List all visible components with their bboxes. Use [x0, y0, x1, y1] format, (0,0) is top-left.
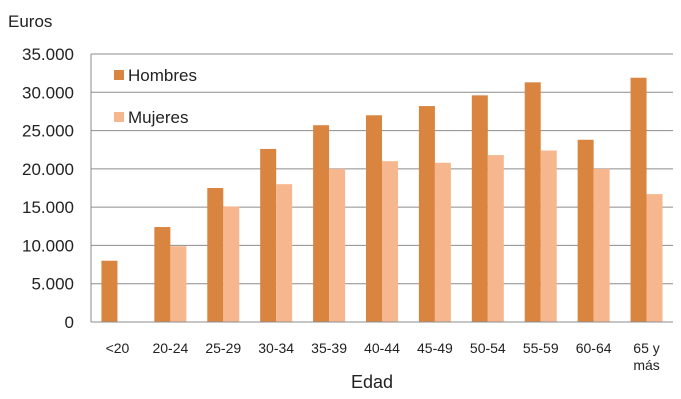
bar-mujeres	[382, 161, 398, 322]
x-tick-label: 20-24	[152, 340, 188, 356]
bar-hombres	[418, 106, 435, 322]
x-tick-label: más	[633, 357, 659, 373]
y-tick-labels: 0 5.000 10.000 15.000 20.000 25.000 30.000 35.0…	[22, 45, 74, 332]
axes	[90, 54, 673, 323]
legend-label: Mujeres	[128, 108, 188, 127]
y-tick-label: 0	[65, 313, 74, 332]
x-tick-label: 25-29	[205, 340, 241, 356]
bar-mujeres	[487, 155, 504, 322]
bar-mujeres	[329, 168, 346, 322]
y-tick-label: 5.000	[31, 275, 74, 294]
bar-mujeres	[593, 168, 610, 322]
x-tick-label: 30-34	[258, 340, 294, 356]
bar-mujeres	[434, 162, 451, 322]
x-tick-label: 35-39	[311, 340, 347, 356]
bar-hombres	[630, 77, 647, 322]
bar-hombres	[366, 115, 382, 322]
x-tick-label: 45-49	[417, 340, 453, 356]
x-tick-label: 50-54	[470, 340, 506, 356]
bar-mujeres	[276, 184, 293, 322]
bars	[101, 77, 663, 323]
bar-mujeres	[170, 246, 187, 322]
legend-swatch	[114, 70, 124, 80]
bar-hombres	[313, 125, 330, 322]
legend-swatch	[114, 112, 124, 122]
y-tick-label: 15.000	[22, 198, 74, 217]
x-tick-label: 65 y	[633, 340, 659, 356]
x-tick-label: <20	[106, 340, 130, 356]
x-tick-label: 60-64	[576, 340, 612, 356]
bar-hombres	[260, 148, 277, 322]
bar-mujeres	[646, 194, 663, 322]
y-tick-label: 10.000	[22, 236, 74, 255]
legend: Hombres Mujeres	[114, 66, 197, 127]
legend-label: Hombres	[128, 66, 197, 85]
bar-mujeres	[540, 150, 557, 322]
y-tick-label: 35.000	[22, 45, 74, 64]
x-tick-label: 40-44	[364, 340, 400, 356]
x-tick-label: 55-59	[523, 340, 559, 356]
y-tick-label: 25.000	[22, 122, 74, 141]
bar-hombres	[524, 82, 541, 323]
bar-hombres	[207, 188, 224, 322]
x-axis-title: Edad	[351, 372, 393, 392]
y-unit-label: Euros	[8, 12, 52, 31]
y-tick-label: 20.000	[22, 160, 74, 179]
bar-hombres	[577, 139, 594, 322]
x-tick-labels: <20 20-24 25-29 30-34 35-39 40-44 45-49 50-54 55…	[106, 340, 660, 373]
bar-hombres	[101, 260, 118, 322]
y-tick-label: 30.000	[22, 83, 74, 102]
bar-hombres	[154, 227, 171, 322]
bar-hombres	[471, 95, 488, 322]
bar-mujeres	[223, 206, 240, 322]
